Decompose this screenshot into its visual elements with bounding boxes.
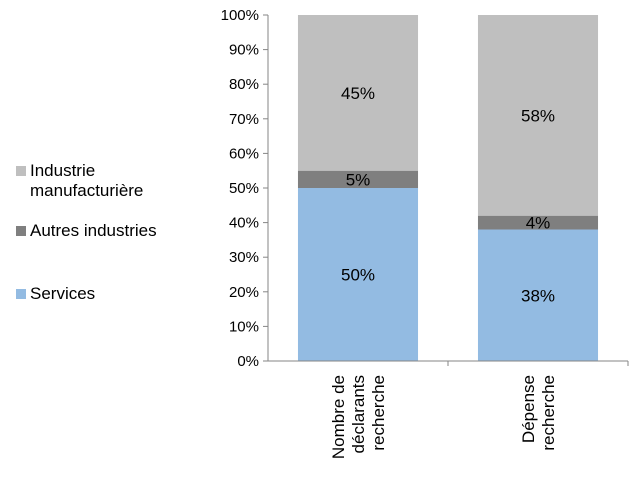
bar-segment-services [297, 188, 419, 361]
y-tick-label: 70% [229, 111, 259, 128]
bar-segment-autres-industries [297, 170, 419, 188]
x-tick-label: recherche [369, 375, 388, 451]
data-label: 45% [341, 84, 375, 103]
y-tick-label: 50% [229, 180, 259, 197]
bar-segment-services [477, 229, 599, 361]
y-tick-label: 0% [237, 353, 259, 370]
data-label: 4% [526, 214, 551, 233]
y-tick-label: 90% [229, 42, 259, 59]
x-tick-label: Nombre de [329, 375, 348, 459]
x-tick-label: Dépense [519, 375, 538, 443]
y-tick-label: 40% [229, 215, 259, 232]
bar-segment-industrie-manufacturière [297, 15, 419, 171]
data-label: 50% [341, 266, 375, 285]
x-tick-label: recherche [539, 375, 558, 451]
data-label: 58% [521, 106, 555, 125]
data-label: 38% [521, 286, 555, 305]
y-tick-label: 30% [229, 249, 259, 266]
x-tick-label: déclarants [349, 375, 368, 453]
bar-segment-autres-industries [477, 215, 599, 230]
data-label: 5% [346, 170, 371, 189]
y-tick-label: 100% [221, 7, 259, 24]
y-tick-label: 80% [229, 76, 259, 93]
bar-segment-industrie-manufacturière [477, 15, 599, 216]
y-tick-label: 20% [229, 284, 259, 301]
y-tick-label: 60% [229, 145, 259, 162]
y-tick-label: 10% [229, 318, 259, 335]
